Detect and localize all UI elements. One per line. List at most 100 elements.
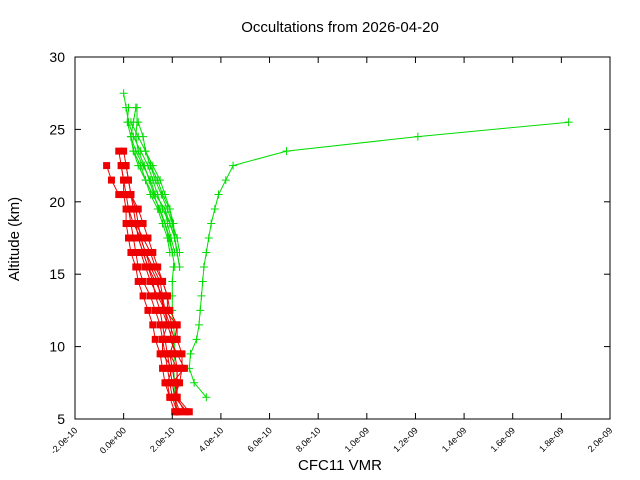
data-point (168, 277, 177, 286)
y-tick-label: 5 (57, 411, 65, 427)
data-point (146, 292, 154, 300)
data-point (207, 219, 216, 228)
data-point (210, 205, 219, 214)
data-point (221, 176, 230, 185)
data-point (282, 147, 291, 156)
data-point (151, 335, 159, 343)
x-axis-label: CFC11 VMR (298, 457, 382, 474)
data-point (159, 364, 167, 372)
data-point (122, 220, 130, 228)
data-point (139, 277, 147, 285)
data-point (122, 162, 130, 170)
x-tick-label: 0.0e+00 (98, 425, 128, 455)
data-point (103, 162, 111, 170)
data-point (159, 292, 167, 300)
data-point (151, 263, 159, 271)
data-point (151, 306, 159, 314)
series-line (137, 122, 181, 253)
data-point (156, 321, 164, 329)
data-point (163, 379, 171, 387)
series-line (188, 121, 569, 398)
data-point (141, 176, 150, 185)
green-profile (185, 118, 573, 402)
data-point (166, 350, 174, 358)
x-tick-label: -2.0e-10 (49, 425, 80, 456)
data-point (159, 277, 167, 285)
x-tick-label: 2.0e-10 (148, 425, 177, 454)
data-point (163, 321, 171, 329)
series-line (130, 194, 188, 413)
data-point (153, 205, 162, 214)
data-point (107, 176, 115, 184)
x-tick-label: 1.8e-09 (537, 425, 566, 454)
data-point (202, 248, 211, 257)
data-point (192, 335, 201, 344)
data-point (125, 234, 132, 242)
data-point (144, 234, 152, 242)
data-point (170, 248, 179, 257)
red-profile (137, 248, 181, 401)
data-point (564, 118, 573, 127)
x-tick-label: 1.0e-09 (343, 425, 372, 454)
data-point (139, 234, 147, 242)
data-point (204, 234, 213, 242)
data-point (169, 262, 178, 271)
data-point (139, 132, 148, 141)
data-point (163, 219, 172, 228)
data-point (158, 190, 167, 199)
data-point (166, 335, 174, 343)
data-point (167, 234, 176, 242)
data-point (132, 248, 140, 256)
data-point (173, 408, 181, 416)
data-point (168, 379, 176, 387)
data-point (146, 190, 155, 199)
data-point (133, 103, 142, 112)
data-point (154, 292, 162, 300)
x-tick-label: 2.0e-09 (586, 425, 615, 454)
data-point (134, 277, 142, 285)
data-point (146, 248, 154, 256)
x-tick-label: 1.4e-09 (440, 425, 469, 454)
data-point (185, 408, 193, 416)
data-point (161, 306, 169, 314)
data-point (119, 89, 128, 98)
y-tick-label: 25 (49, 121, 65, 137)
data-point (139, 292, 147, 300)
data-point (198, 277, 207, 286)
x-tick-label: 8.0e-10 (294, 425, 323, 454)
data-point (159, 335, 167, 343)
data-point (122, 191, 130, 199)
data-point (173, 321, 181, 329)
data-point (178, 350, 186, 358)
data-point (120, 176, 128, 184)
data-point (124, 103, 133, 112)
y-tick-label: 15 (49, 266, 65, 282)
series-line (130, 121, 178, 253)
y-tick-label: 10 (49, 339, 65, 355)
data-point (144, 306, 152, 314)
chart-title: Occultations from 2026-04-20 (241, 19, 439, 36)
y-axis-label: Altitude (km) (6, 197, 23, 281)
series-line (118, 151, 176, 412)
data-point (134, 161, 143, 170)
data-point (129, 147, 138, 156)
data-point (173, 350, 181, 358)
data-point (139, 220, 147, 228)
y-tick-label: 30 (49, 49, 65, 65)
data-point (149, 321, 157, 329)
data-point (195, 320, 204, 329)
data-point (199, 262, 208, 271)
data-point (127, 248, 135, 256)
series-layer (103, 89, 573, 416)
x-tick-label: 1.2e-09 (391, 425, 420, 454)
data-point (171, 393, 179, 401)
data-point (163, 364, 171, 372)
data-point (137, 248, 145, 256)
data-point (132, 220, 140, 228)
data-point (413, 132, 422, 141)
x-tick-label: 4.0e-10 (197, 425, 226, 454)
data-point (229, 161, 238, 170)
x-tick-label: 6.0e-10 (245, 425, 274, 454)
data-point (163, 292, 171, 300)
